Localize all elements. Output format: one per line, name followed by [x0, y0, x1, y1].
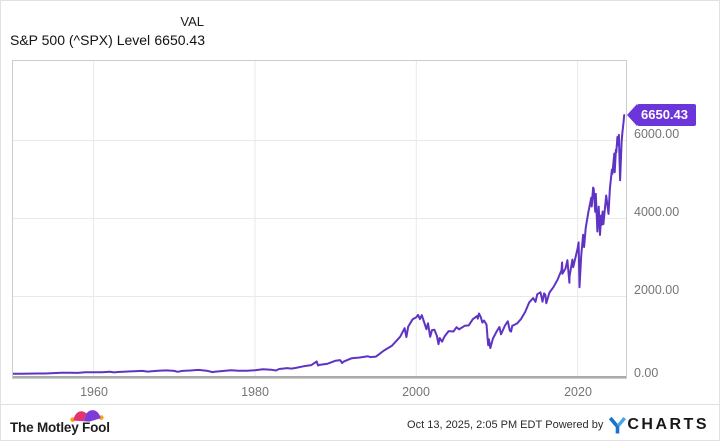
motley-fool-jester-cap-icon [70, 408, 104, 428]
x-tick-label: 2000 [402, 385, 430, 399]
series-name: S&P 500 (^SPX) Level [10, 32, 151, 48]
value-column-header: VAL [180, 14, 204, 29]
y-tick-label: 6000.00 [634, 127, 680, 141]
powered-by-text: Powered by [545, 419, 604, 431]
chart-attribution: Oct 13, 2025, 2:05 PM EDT Powered by CHA… [407, 416, 709, 434]
line-chart-svg [13, 61, 626, 378]
footer: The Motley Fool Oct 13, 2025, 2:05 PM ED… [1, 404, 719, 440]
y-tick-label: 0.00 [634, 366, 659, 380]
plot-area [12, 60, 627, 379]
motley-fool-logo: The Motley Fool [10, 420, 110, 435]
x-tick-label: 1980 [241, 385, 269, 399]
x-tick-label: 2020 [564, 385, 592, 399]
ycharts-logo: CHARTS [609, 416, 709, 434]
y-tick-label: 2000.00 [634, 283, 680, 297]
last-value-tag: 6650.43 [627, 104, 696, 126]
x-tick-label: 1960 [80, 385, 108, 399]
ycharts-wordmark: CHARTS [627, 416, 709, 433]
series-current-value: 6650.43 [154, 32, 205, 48]
y-tick-label: 4000.00 [634, 205, 680, 219]
tag-arrow-icon [627, 104, 637, 126]
tag-value: 6650.43 [637, 104, 696, 126]
price-line [13, 114, 626, 375]
timestamp: Oct 13, 2025, 2:05 PM EDT [407, 419, 543, 431]
ycharts-y-icon [609, 416, 627, 433]
